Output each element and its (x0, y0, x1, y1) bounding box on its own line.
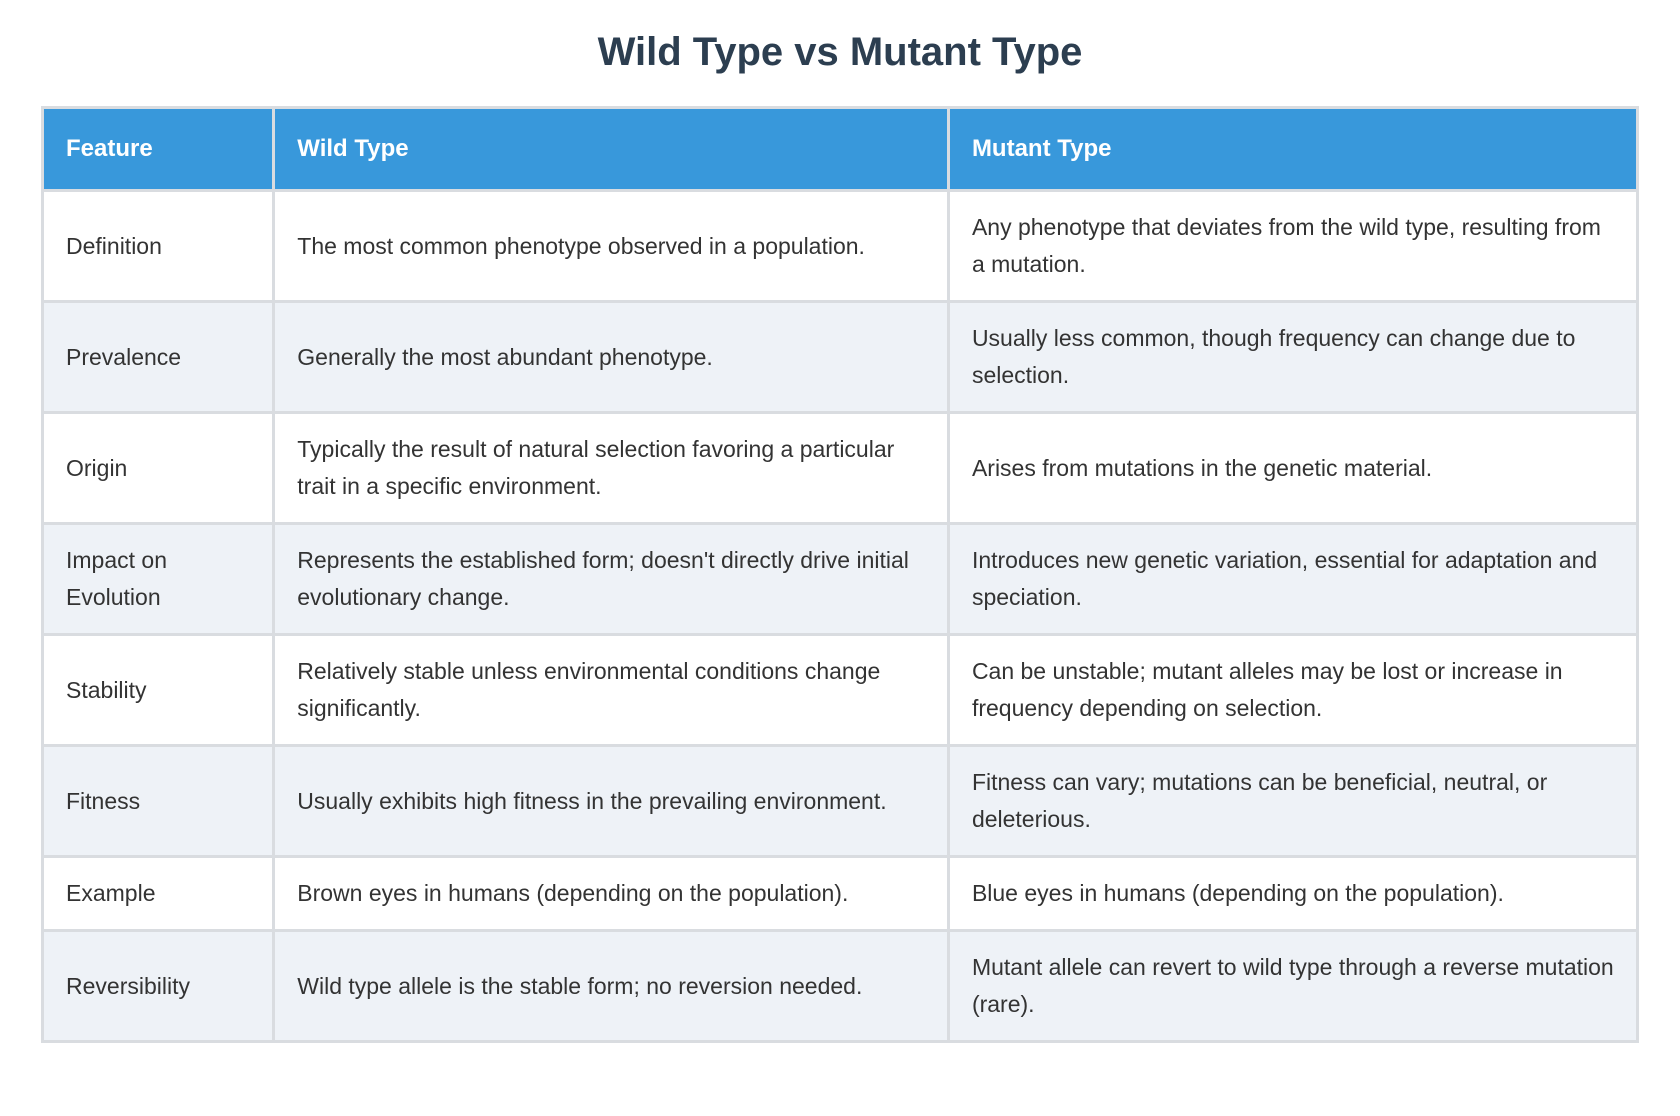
table-body: Definition The most common phenotype obs… (40, 189, 1640, 1043)
wild-type-cell: The most common phenotype observed in a … (272, 189, 950, 303)
table-row: Stability Relatively stable unless envir… (40, 633, 1640, 747)
wild-type-cell: Generally the most abundant phenotype. (272, 300, 950, 414)
table-row: Definition The most common phenotype obs… (40, 189, 1640, 303)
column-header-mutant-type: Mutant Type (946, 106, 1640, 192)
table-row: Fitness Usually exhibits high fitness in… (40, 744, 1640, 858)
table-row: Origin Typically the result of natural s… (40, 411, 1640, 525)
feature-cell: Example (40, 855, 276, 932)
feature-cell: Definition (40, 189, 276, 303)
column-header-wild-type: Wild Type (272, 106, 950, 192)
wild-type-cell: Relatively stable unless environmental c… (272, 633, 950, 747)
feature-cell: Stability (40, 633, 276, 747)
comparison-table: Feature Wild Type Mutant Type Definition… (40, 106, 1640, 1043)
mutant-type-cell: Fitness can vary; mutations can be benef… (946, 744, 1640, 858)
mutant-type-cell: Arises from mutations in the genetic mat… (946, 411, 1640, 525)
feature-cell: Fitness (40, 744, 276, 858)
mutant-type-cell: Usually less common, though frequency ca… (946, 300, 1640, 414)
header-row: Feature Wild Type Mutant Type (40, 106, 1640, 192)
feature-cell: Prevalence (40, 300, 276, 414)
mutant-type-cell: Mutant allele can revert to wild type th… (946, 929, 1640, 1043)
feature-cell: Impact on Evolution (40, 522, 276, 636)
mutant-type-cell: Any phenotype that deviates from the wil… (946, 189, 1640, 303)
table-header: Feature Wild Type Mutant Type (40, 106, 1640, 192)
feature-cell: Origin (40, 411, 276, 525)
mutant-type-cell: Blue eyes in humans (depending on the po… (946, 855, 1640, 932)
table-row: Prevalence Generally the most abundant p… (40, 300, 1640, 414)
table-row: Reversibility Wild type allele is the st… (40, 929, 1640, 1043)
wild-type-cell: Typically the result of natural selectio… (272, 411, 950, 525)
table-row: Impact on Evolution Represents the estab… (40, 522, 1640, 636)
feature-cell: Reversibility (40, 929, 276, 1043)
wild-type-cell: Brown eyes in humans (depending on the p… (272, 855, 950, 932)
wild-type-cell: Represents the established form; doesn't… (272, 522, 950, 636)
table-row: Example Brown eyes in humans (depending … (40, 855, 1640, 932)
mutant-type-cell: Introduces new genetic variation, essent… (946, 522, 1640, 636)
mutant-type-cell: Can be unstable; mutant alleles may be l… (946, 633, 1640, 747)
column-header-feature: Feature (40, 106, 276, 192)
wild-type-cell: Usually exhibits high fitness in the pre… (272, 744, 950, 858)
page-title: Wild Type vs Mutant Type (597, 30, 1083, 74)
wild-type-cell: Wild type allele is the stable form; no … (272, 929, 950, 1043)
